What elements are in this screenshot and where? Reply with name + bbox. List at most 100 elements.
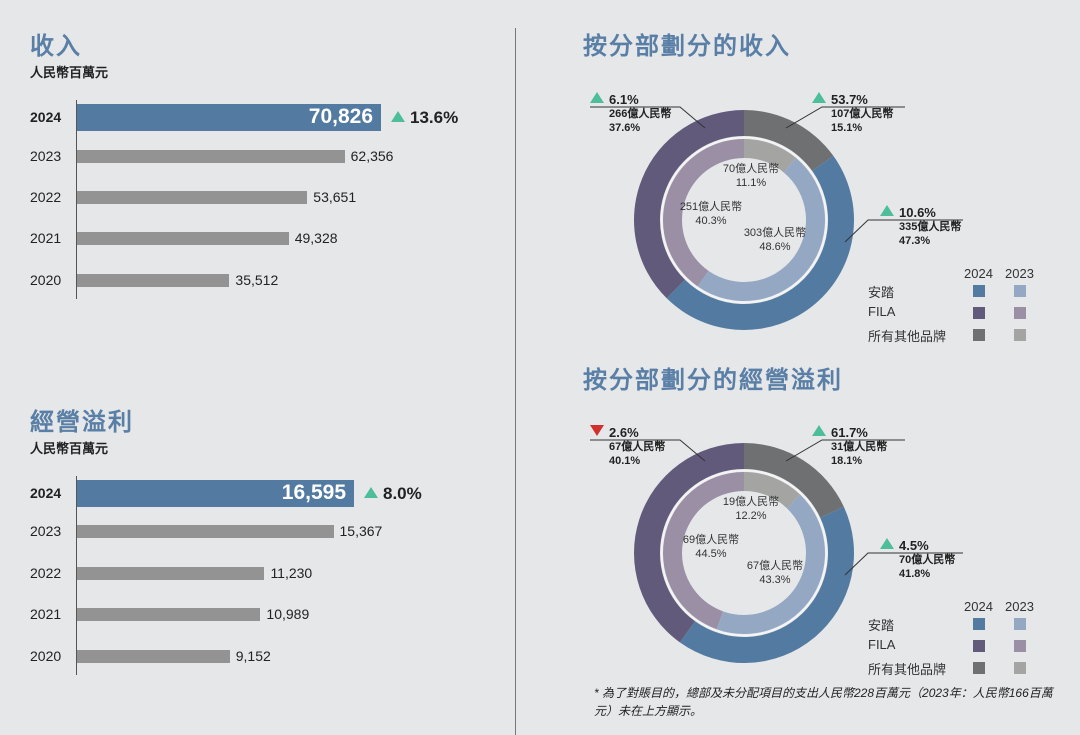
- growth-label: 8.0%: [364, 484, 422, 504]
- legend-label: 所有其他品牌: [868, 662, 947, 677]
- growth-value: 2.6%: [609, 425, 639, 440]
- year-label: 2021: [30, 230, 62, 246]
- callout-anta: 4.5% 70億人民幣 41.8%: [880, 538, 955, 581]
- pct-label: 40.3%: [695, 215, 727, 227]
- bar-value-label: 11,230: [270, 565, 313, 581]
- outer-slice-fila: [634, 442, 744, 643]
- bar-2024: [77, 480, 354, 507]
- inner-slice-fila: [663, 139, 744, 287]
- revenue-unit: 人民幣百萬元: [30, 65, 109, 80]
- callout-leader-line: [844, 219, 963, 243]
- amount-label: 19億人民幣: [722, 496, 780, 508]
- pct-label: 48.6%: [759, 241, 791, 253]
- callout-growth: 4.5%: [880, 538, 955, 553]
- year-label: 2023: [30, 148, 62, 164]
- legend-year-2023: 2023: [1005, 266, 1034, 281]
- inner-label-anta: 67億人民幣 43.3%: [730, 559, 820, 587]
- profit-unit: 人民幣百萬元: [30, 441, 109, 456]
- bar-value-label: 9,152: [235, 648, 271, 664]
- callout-anta: 10.6% 335億人民幣 47.3%: [880, 205, 961, 248]
- legend-label: FILA: [868, 304, 896, 319]
- up-triangle-icon: [812, 92, 826, 103]
- amount-label: 266億人民幣: [609, 108, 672, 120]
- growth-value: 61.7%: [831, 425, 868, 440]
- year-label: 2020: [30, 648, 62, 664]
- pct-label: 47.3%: [899, 235, 931, 247]
- inner-label-other: 70億人民幣 11.1%: [706, 162, 796, 190]
- legend-year-2024: 2024: [964, 266, 993, 281]
- pct-label: 15.1%: [831, 122, 863, 134]
- year-label: 2020: [30, 272, 62, 288]
- legend-label: 所有其他品牌: [868, 329, 947, 344]
- growth-value: 10.6%: [899, 205, 936, 220]
- amount-label: 335億人民幣: [899, 221, 962, 233]
- bar-axis: [76, 476, 77, 675]
- legend-swatch-2023: [1014, 662, 1026, 674]
- pct-label: 41.8%: [899, 568, 931, 580]
- amount-label: 31億人民幣: [831, 441, 888, 453]
- callout-growth: 2.6%: [590, 425, 665, 440]
- bar-2024: [77, 104, 381, 131]
- bar-value-label: 53,651: [313, 189, 357, 205]
- up-triangle-icon: [391, 111, 405, 122]
- growth-value: 6.1%: [609, 92, 639, 107]
- up-triangle-icon: [364, 487, 378, 498]
- year-label: 2023: [30, 523, 62, 539]
- legend-swatch-2024: [973, 329, 985, 341]
- callout-fila: 6.1% 266億人民幣 37.6%: [590, 92, 671, 135]
- growth-value: 4.5%: [899, 538, 929, 553]
- pct-label: 12.2%: [735, 510, 767, 522]
- bar-value-label: 49,328: [294, 230, 338, 246]
- bar-2020: [77, 650, 230, 663]
- amount-label: 251億人民幣: [679, 201, 743, 213]
- inner-label-fila: 251億人民幣 40.3%: [666, 200, 756, 228]
- up-triangle-icon: [880, 205, 894, 216]
- bar-value-label: 15,367: [339, 523, 383, 539]
- callout-growth: 10.6%: [880, 205, 961, 220]
- up-triangle-icon: [880, 538, 894, 549]
- bar-2023: [77, 150, 345, 163]
- ring-separator: [660, 469, 828, 637]
- amount-label: 107億人民幣: [831, 108, 894, 120]
- outer-slice-other: [744, 443, 844, 518]
- callout-leader-line: [785, 106, 905, 129]
- callout-leader-line: [590, 439, 706, 462]
- amount-label: 67億人民幣: [609, 441, 666, 453]
- legend-label: 安踏: [868, 618, 895, 633]
- bar-2022: [77, 191, 308, 204]
- growth-value: 53.7%: [831, 92, 868, 107]
- legend-label: 安踏: [868, 285, 895, 300]
- bar-2022: [77, 567, 265, 580]
- amount-label: 69億人民幣: [682, 534, 740, 546]
- legend-swatch-2024: [973, 662, 985, 674]
- year-label: 2022: [30, 565, 62, 581]
- bar-2021: [77, 232, 289, 245]
- amount-label: 70億人民幣: [899, 554, 956, 566]
- inner-slice-other: [744, 472, 801, 509]
- legend-swatch-2024: [973, 640, 985, 652]
- bar-value-label: 70,826: [308, 105, 373, 128]
- bar-2021: [77, 608, 261, 621]
- bar-axis: [76, 100, 77, 299]
- outer-slice-other: [744, 110, 834, 172]
- year-label: 2022: [30, 189, 62, 205]
- revenue-title: 收入: [30, 33, 82, 60]
- callout-leader-line: [590, 106, 706, 129]
- amount-label: 67億人民幣: [746, 560, 804, 572]
- callout-other: 61.7% 31億人民幣 18.1%: [812, 425, 887, 468]
- inner-label-fila: 69億人民幣 44.5%: [666, 533, 756, 561]
- callout-leader-line: [785, 439, 905, 462]
- outer-slice-fila: [634, 110, 744, 299]
- up-triangle-icon: [590, 92, 604, 103]
- callout-growth: 53.7%: [812, 92, 893, 107]
- callout-leader-line: [844, 552, 963, 576]
- legend-swatch-2023: [1014, 618, 1026, 630]
- legend-swatch-2023: [1014, 640, 1026, 652]
- legend-swatch-2024: [973, 285, 985, 297]
- segment-revenue-title: 按分部劃分的收入: [583, 33, 791, 60]
- up-triangle-icon: [812, 425, 826, 436]
- callout-growth: 6.1%: [590, 92, 671, 107]
- legend-swatch-2023: [1014, 285, 1026, 297]
